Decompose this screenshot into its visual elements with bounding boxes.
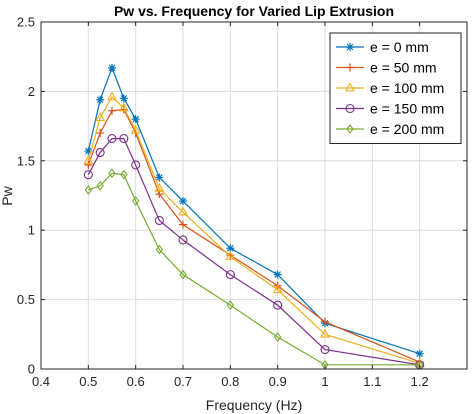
data-point: [346, 43, 354, 51]
series-e-150-mm: [83, 134, 425, 370]
series-group: [83, 63, 425, 370]
data-point: [345, 82, 355, 92]
data-point: [84, 147, 93, 156]
legend: e = 0 mm e = 50 mm e = 100 mm e = 150 mm e =…: [329, 32, 462, 144]
y-tick-label: 0: [28, 362, 35, 377]
grid: [40, 21, 467, 370]
data-point: [226, 244, 235, 253]
x-tick-label: 1: [321, 374, 328, 389]
y-axis-label: Pw: [0, 185, 15, 205]
data-point: [96, 129, 105, 138]
data-point: [96, 95, 105, 104]
axis-ticks: 0.4 0.5 0.6 0.7 0.8 0.9 1 1.1 1.2 0 0.5 1 1.5 2 2.5: [17, 15, 467, 389]
legend-label: e = 0 mm: [370, 39, 429, 55]
legend-item: e = 100 mm: [336, 80, 444, 96]
series-e-0-mm: [84, 63, 424, 358]
legend-item: e = 0 mm: [336, 39, 429, 55]
data-point: [95, 112, 106, 122]
legend-item: e = 150 mm: [336, 101, 444, 117]
x-axis-label: Frequency (Hz): [206, 397, 302, 413]
data-point: [108, 63, 116, 72]
data-point: [108, 106, 116, 115]
legend-label: e = 150 mm: [370, 101, 444, 117]
data-point: [272, 284, 283, 294]
data-point: [96, 180, 104, 191]
data-point: [131, 115, 140, 124]
chart-title: Pw vs. Frequency for Varied Lip Extrusio…: [114, 3, 394, 19]
data-point: [154, 182, 165, 192]
data-point: [84, 185, 93, 195]
data-point: [345, 103, 355, 114]
y-tick-label: 2: [28, 84, 35, 99]
data-point: [273, 270, 282, 279]
x-tick-label: 1.2: [411, 374, 429, 389]
data-point: [320, 345, 330, 355]
data-point: [346, 124, 354, 134]
plot-frame: [40, 21, 468, 370]
data-point: [178, 206, 188, 216]
data-point: [321, 317, 329, 326]
data-point: [179, 220, 187, 229]
series-e-200-mm: [84, 168, 424, 370]
data-point: [119, 134, 129, 144]
data-point: [83, 155, 94, 165]
y-tick-label: 1: [28, 223, 35, 238]
data-point: [225, 250, 236, 260]
data-point: [179, 197, 187, 206]
legend-item: e = 50 mm: [336, 60, 437, 76]
legend-label: e = 200 mm: [370, 121, 444, 137]
data-point: [131, 196, 140, 206]
data-point: [226, 300, 235, 311]
data-point: [95, 147, 105, 158]
data-point: [130, 124, 141, 134]
x-tick-label: 0.9: [269, 374, 287, 389]
data-point: [179, 269, 187, 280]
y-tick-label: 2.5: [17, 15, 35, 30]
legend-label: e = 50 mm: [370, 60, 437, 76]
data-point: [320, 328, 330, 338]
data-point: [119, 94, 128, 103]
series-line: [87, 137, 420, 366]
series-line: [88, 172, 420, 366]
data-point: [131, 160, 141, 170]
series-line: [87, 95, 420, 365]
data-point: [118, 102, 129, 112]
data-point: [107, 134, 117, 144]
data-point: [273, 300, 283, 310]
x-tick-label: 0.8: [221, 374, 239, 389]
x-tick-label: 0.5: [79, 374, 97, 389]
data-point: [154, 215, 164, 226]
data-point: [225, 270, 235, 280]
data-point: [107, 91, 117, 101]
data-point: [108, 168, 116, 179]
data-point: [83, 170, 93, 180]
x-tick-label: 0.6: [127, 374, 145, 389]
y-tick-label: 1.5: [17, 153, 35, 168]
data-point: [178, 235, 188, 245]
x-tick-label: 0.4: [32, 374, 50, 389]
legend-item: e = 200 mm: [336, 121, 444, 137]
data-point: [155, 244, 164, 255]
x-tick-label: 0.7: [174, 374, 192, 389]
y-tick-label: 0.5: [17, 292, 35, 307]
data-point: [415, 349, 424, 358]
data-point: [273, 332, 282, 342]
data-point: [84, 160, 93, 169]
legend-label: e = 100 mm: [370, 80, 444, 96]
data-point: [120, 169, 128, 180]
x-tick-label: 1.1: [363, 374, 381, 389]
data-point: [346, 63, 354, 72]
data-point: [155, 173, 164, 182]
